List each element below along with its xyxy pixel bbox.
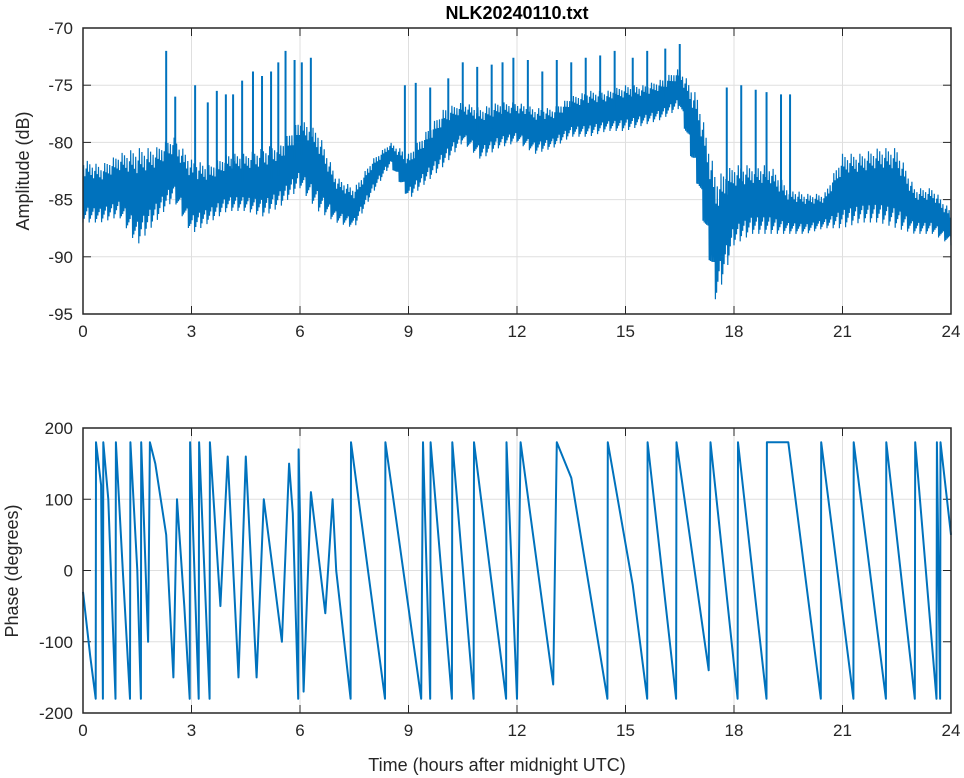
x-tick-label: 12 xyxy=(508,721,527,740)
x-tick-label: 21 xyxy=(833,322,852,341)
phase-series-line xyxy=(82,441,952,700)
x-tick-label: 24 xyxy=(942,322,961,341)
x-tick-label: 15 xyxy=(616,322,635,341)
y-tick-label: 100 xyxy=(45,490,73,509)
axes-box xyxy=(82,427,952,714)
x-tick-label: 18 xyxy=(725,721,744,740)
x-tick-label: 21 xyxy=(833,721,852,740)
amplitude-series-line xyxy=(82,69,952,300)
y-tick-label: -85 xyxy=(48,191,73,210)
x-tick-label: 0 xyxy=(78,322,87,341)
y-tick-label: 0 xyxy=(64,562,73,581)
y-tick-label: -200 xyxy=(39,704,73,723)
y-tick-label: 200 xyxy=(45,419,73,438)
y-tick-label: -95 xyxy=(48,305,73,324)
y-tick-label: -70 xyxy=(48,19,73,38)
x-tick-label: 0 xyxy=(78,721,87,740)
y-tick-label: -100 xyxy=(39,633,73,652)
x-tick-label: 6 xyxy=(295,721,304,740)
x-tick-label: 3 xyxy=(187,721,196,740)
y-tick-label: -90 xyxy=(48,248,73,267)
x-tick-label: 6 xyxy=(295,322,304,341)
y-tick-label: -75 xyxy=(48,76,73,95)
amplitude-axes: 0 3 6 9 12 15 18 21 24 -70 -75 -80 -85 -90 -95 xyxy=(48,19,960,341)
phase-axes: 0 3 6 9 12 15 18 21 24 200 100 0 -100 -200 xyxy=(39,419,960,740)
x-tick-label: 9 xyxy=(404,721,413,740)
x-tick-label: 24 xyxy=(942,721,961,740)
x-tick-label: 18 xyxy=(725,322,744,341)
x-tick-label: 3 xyxy=(187,322,196,341)
x-axis-label: Time (hours after midnight UTC) xyxy=(368,755,625,775)
chart-title: NLK20240110.txt xyxy=(445,3,588,23)
x-tick-label: 15 xyxy=(616,721,635,740)
y-tick-label: -80 xyxy=(48,133,73,152)
x-tick-label: 9 xyxy=(404,322,413,341)
x-tick-label: 12 xyxy=(508,322,527,341)
amplitude-y-label: Amplitude (dB) xyxy=(13,111,33,230)
phase-y-label: Phase (degrees) xyxy=(2,504,22,637)
axes-box xyxy=(82,27,952,315)
